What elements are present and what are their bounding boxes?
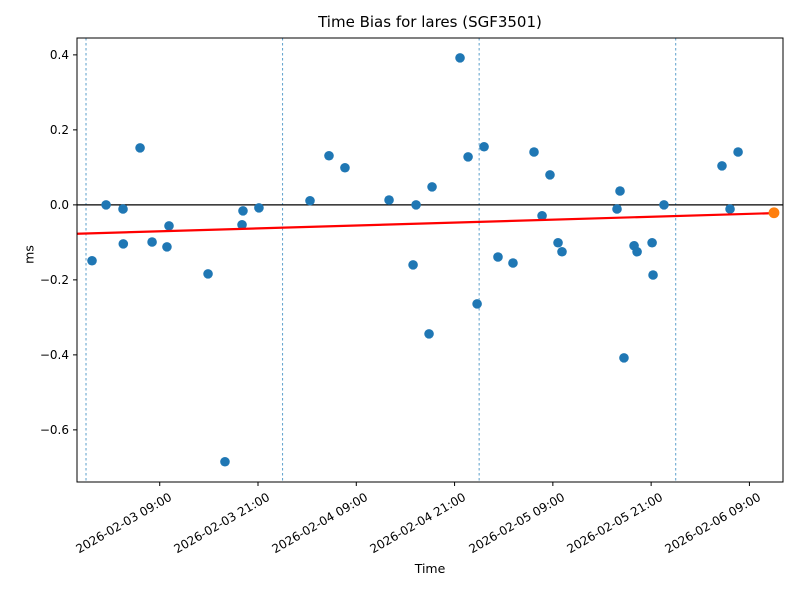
data-point (545, 170, 555, 180)
data-point (238, 206, 248, 216)
latest-data-point (768, 207, 780, 219)
data-point (733, 147, 743, 157)
y-tick-label: 0.2 (49, 122, 69, 137)
data-point (648, 270, 658, 280)
data-point (427, 182, 437, 192)
y-tick-label: −0.2 (39, 272, 69, 287)
data-point (384, 195, 394, 205)
plot-border (76, 37, 784, 483)
data-point (725, 204, 735, 214)
data-point (659, 200, 669, 210)
data-point (424, 329, 434, 339)
data-point (615, 186, 625, 196)
data-point (472, 299, 482, 309)
data-point (557, 246, 567, 257)
data-point (529, 147, 539, 157)
data-point (87, 255, 97, 266)
trend-line (76, 212, 775, 235)
data-point (619, 353, 629, 363)
data-point (118, 204, 128, 214)
data-point (717, 161, 727, 171)
data-point (147, 237, 157, 247)
x-axis-label: Time (414, 561, 446, 576)
chart-title: Time Bias for lares (SGF3501) (318, 13, 542, 31)
data-point (479, 141, 489, 152)
data-point (340, 162, 350, 173)
y-tick-label: −0.6 (39, 422, 69, 437)
data-point (237, 219, 247, 230)
data-point (463, 152, 473, 162)
data-point (305, 195, 315, 206)
data-point (537, 210, 547, 221)
data-point (135, 143, 145, 153)
data-point (220, 456, 230, 467)
y-tick-label: 0.4 (49, 47, 69, 62)
data-point (411, 200, 421, 210)
data-point (455, 53, 465, 63)
data-point (101, 200, 111, 210)
y-tick-label: −0.4 (39, 347, 69, 362)
data-point (118, 239, 129, 249)
data-point (612, 204, 622, 214)
data-point (408, 260, 418, 270)
data-point (162, 242, 172, 252)
data-point (254, 203, 264, 213)
data-point (493, 252, 503, 262)
data-point (632, 246, 642, 257)
data-point (553, 237, 563, 248)
data-point (164, 221, 174, 231)
data-point (647, 237, 657, 248)
data-point (324, 150, 334, 161)
y-tick-label: 0.0 (49, 197, 69, 212)
data-point (203, 269, 213, 279)
data-point (508, 258, 518, 268)
